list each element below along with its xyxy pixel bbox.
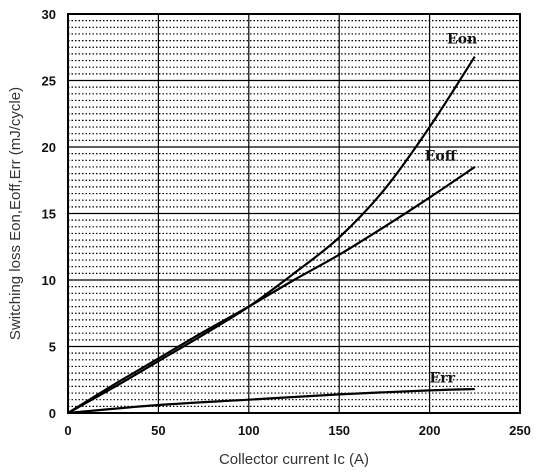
series-label-eon: Eon	[447, 31, 477, 47]
y-tick-label: 25	[42, 74, 56, 89]
series-label-eoff: Eoff	[425, 148, 458, 164]
x-tick-label: 0	[64, 423, 71, 438]
y-tick-label: 10	[42, 273, 56, 288]
x-tick-label: 100	[238, 423, 260, 438]
series-line-err	[67, 387, 475, 415]
x-tick-label: 200	[419, 423, 441, 438]
y-tick-label: 5	[49, 340, 56, 355]
series-labels: Eon Eoff Err	[425, 31, 478, 386]
grid	[68, 14, 520, 413]
x-axis-title: Collector current Ic (A)	[219, 451, 369, 468]
x-tick-label: 150	[328, 423, 350, 438]
y-tick-label: 15	[42, 207, 56, 222]
y-tick-label: 20	[42, 140, 56, 155]
y-tick-label: 30	[42, 7, 56, 22]
series-lines	[67, 55, 476, 415]
x-tick-label: 50	[151, 423, 165, 438]
tick-labels: 0 50 100 150 200 250 0 5 10 15 20 25 30	[42, 7, 531, 438]
y-tick-label: 0	[49, 406, 56, 421]
y-axis-title: Switching loss Eon,Eoff,Err (mJ/cycle)	[7, 87, 24, 340]
series-line-eoff	[67, 166, 476, 414]
x-tick-label: 250	[509, 423, 531, 438]
series-label-err: Err	[430, 370, 456, 386]
series-line-eon	[67, 55, 476, 414]
plot-frame	[67, 13, 521, 414]
